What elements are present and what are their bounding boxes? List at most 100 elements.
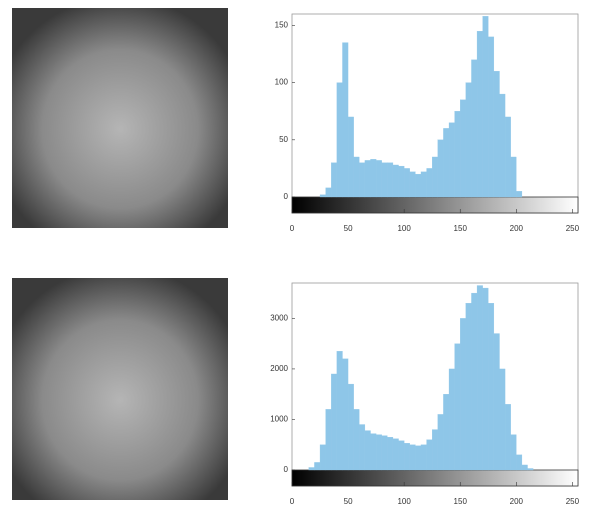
histogram-bar <box>476 285 483 471</box>
histogram-bar <box>392 438 399 471</box>
histogram-bar <box>420 171 427 198</box>
histogram-bar <box>398 165 405 198</box>
histogram-bar <box>504 404 511 471</box>
histogram-bar <box>482 287 489 471</box>
histogram-bar <box>460 318 466 471</box>
y-tick-label: 0 <box>284 192 289 201</box>
histogram-bar <box>415 173 422 198</box>
histogram-bar <box>465 303 472 471</box>
histogram-bar <box>398 440 405 471</box>
histogram-bar <box>387 436 394 471</box>
histogram-bar <box>359 424 366 471</box>
face-image <box>12 8 228 228</box>
histogram-bar <box>336 351 343 471</box>
x-tick-label: 100 <box>397 497 411 506</box>
histogram-bar <box>353 156 360 198</box>
x-tick-label: 150 <box>454 224 468 233</box>
histogram-bar <box>527 468 534 471</box>
x-tick-label: 200 <box>510 497 524 506</box>
histogram-bar <box>392 164 399 198</box>
histogram-bar <box>364 160 371 198</box>
histogram-bar <box>336 82 343 198</box>
histogram-bar <box>493 71 500 198</box>
histogram-bar <box>510 434 517 471</box>
histogram-bar <box>409 171 416 198</box>
histogram-bar <box>325 187 332 198</box>
histogram-bar <box>488 36 495 198</box>
histogram-bar <box>415 445 422 471</box>
histogram-bar <box>375 434 382 471</box>
y-tick-label: 0 <box>284 465 289 474</box>
x-tick-label: 150 <box>454 497 468 506</box>
histogram-bar <box>381 435 388 471</box>
x-tick-label: 250 <box>566 497 580 506</box>
histogram-bar <box>319 194 326 198</box>
histogram-bar <box>381 162 388 198</box>
histogram-bar <box>493 333 500 471</box>
y-tick-label: 50 <box>279 135 288 144</box>
histogram-bar <box>342 358 349 471</box>
x-tick-label: 0 <box>290 497 295 506</box>
histogram-bar <box>404 168 410 198</box>
histogram-bar <box>482 16 489 198</box>
histogram-bar <box>331 162 338 198</box>
histogram-bar <box>353 409 360 471</box>
histogram-bar <box>476 31 483 198</box>
x-tick-label: 200 <box>510 224 524 233</box>
y-tick-label: 150 <box>275 21 289 30</box>
histogram-bar <box>347 383 354 471</box>
colorbar <box>291 196 579 214</box>
histogram-bar <box>448 368 455 471</box>
histogram-bar <box>516 191 523 198</box>
histogram-bar <box>499 93 506 198</box>
histogram-bar <box>488 303 495 471</box>
x-tick-label: 250 <box>566 224 580 233</box>
y-tick-label: 3000 <box>270 313 288 322</box>
histogram-bar <box>443 128 450 198</box>
histogram-bar <box>426 439 433 471</box>
histogram-bar <box>504 116 511 198</box>
histogram-bar <box>426 168 433 198</box>
histogram-bar <box>471 59 478 198</box>
histogram-bar <box>510 156 517 198</box>
histogram-bar <box>465 82 472 198</box>
histogram-bar <box>454 343 461 471</box>
histogram-bar <box>471 292 478 471</box>
x-tick-label: 0 <box>290 224 295 233</box>
histogram-bar <box>375 160 382 198</box>
histogram-bar <box>420 444 427 471</box>
x-tick-label: 100 <box>397 224 411 233</box>
x-tick-label: 50 <box>344 224 353 233</box>
histogram-bar <box>432 429 438 471</box>
histogram-bar <box>460 99 466 198</box>
histogram-bar <box>448 122 455 198</box>
histogram-bar <box>387 162 394 198</box>
x-tick-label: 50 <box>344 497 353 506</box>
histogram-bar <box>437 414 444 471</box>
histogram-bar <box>342 42 349 198</box>
histogram-bar <box>521 464 528 471</box>
histogram-bar <box>437 139 444 198</box>
histogram-bar <box>359 162 366 198</box>
histogram-bar <box>319 444 326 471</box>
colorbar <box>291 469 579 487</box>
y-tick-label: 1000 <box>270 415 288 424</box>
y-tick-label: 2000 <box>270 364 288 373</box>
histogram-bar <box>314 462 321 471</box>
face-image <box>12 278 228 500</box>
histogram-bar <box>331 373 338 471</box>
histogram-bar <box>516 454 523 471</box>
histogram-bar <box>325 409 332 471</box>
y-tick-label: 100 <box>275 78 289 87</box>
histogram-bar <box>409 444 416 471</box>
histogram-bar <box>499 368 506 471</box>
histogram-bar <box>370 159 377 198</box>
histogram-bar <box>347 116 354 198</box>
histogram-bar <box>404 443 410 471</box>
histogram-bar <box>364 430 371 471</box>
histogram-bar <box>432 156 438 198</box>
histogram-bar <box>308 467 315 471</box>
histogram-bar <box>443 394 450 471</box>
histogram-bar <box>454 111 461 198</box>
